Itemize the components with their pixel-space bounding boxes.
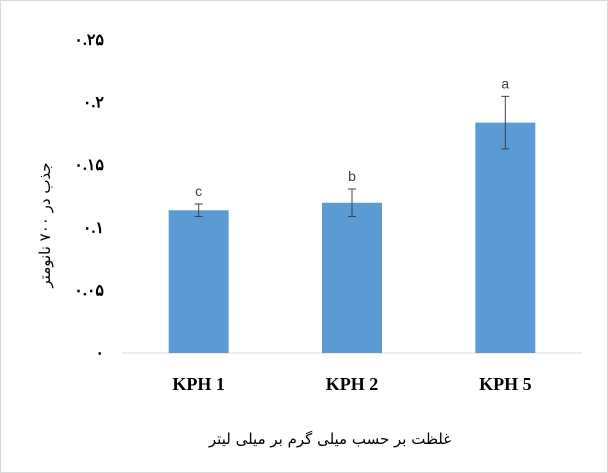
y-tick-label: ۰.۰۵ (74, 282, 104, 299)
x-category-label: KPH 1 (172, 374, 225, 394)
y-axis-title: جذب در ۷۰۰ نانومتر (36, 162, 54, 288)
bars: c b a (168, 75, 536, 353)
x-category-label: KPH 2 (326, 374, 379, 394)
bar (475, 122, 536, 353)
significance-label: a (501, 75, 509, 91)
y-tick-label: ۰ (95, 345, 104, 362)
x-axis-title: غلظت بر حسب میلی گرم بر میلی لیتر (208, 430, 451, 448)
x-axis-categories: KPH 1 KPH 2 KPH 5 (172, 374, 531, 394)
bar (168, 210, 229, 353)
significance-label: c (195, 183, 202, 199)
x-category-label: KPH 5 (479, 374, 532, 394)
y-tick-label: ۰.۱۵ (74, 157, 104, 174)
y-tick-label: ۰.۲۵ (74, 32, 104, 49)
bar (322, 202, 382, 353)
y-axis-ticks: ۰ ۰.۰۵ ۰.۱ ۰.۱۵ ۰.۲ ۰.۲۵ (74, 32, 104, 362)
y-tick-label: ۰.۲ (83, 95, 105, 112)
y-tick-label: ۰.۱ (83, 220, 104, 237)
significance-label: b (348, 168, 356, 184)
